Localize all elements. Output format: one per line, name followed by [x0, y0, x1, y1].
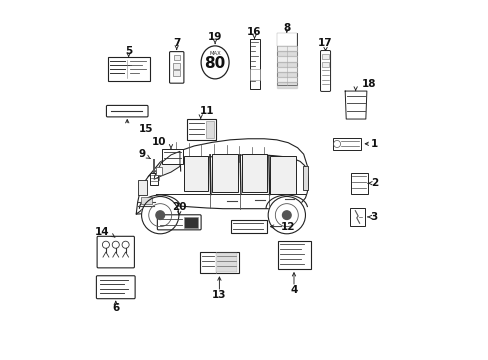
- FancyBboxPatch shape: [149, 173, 158, 185]
- Polygon shape: [136, 155, 308, 214]
- FancyBboxPatch shape: [211, 154, 238, 192]
- FancyBboxPatch shape: [302, 166, 308, 190]
- FancyBboxPatch shape: [96, 276, 135, 299]
- FancyBboxPatch shape: [249, 69, 259, 80]
- Text: 5: 5: [125, 46, 132, 56]
- Text: 9: 9: [139, 149, 145, 159]
- Text: 15: 15: [139, 124, 153, 134]
- FancyBboxPatch shape: [155, 167, 162, 175]
- Text: 11: 11: [199, 106, 214, 116]
- Polygon shape: [277, 82, 296, 87]
- FancyBboxPatch shape: [173, 55, 180, 60]
- FancyBboxPatch shape: [230, 220, 266, 233]
- Polygon shape: [277, 46, 296, 51]
- FancyBboxPatch shape: [322, 54, 328, 59]
- FancyBboxPatch shape: [187, 119, 215, 140]
- Text: 10: 10: [152, 138, 166, 147]
- FancyBboxPatch shape: [184, 217, 198, 228]
- FancyBboxPatch shape: [200, 252, 238, 273]
- Polygon shape: [277, 67, 296, 72]
- Circle shape: [267, 197, 305, 234]
- FancyBboxPatch shape: [169, 51, 183, 83]
- FancyBboxPatch shape: [322, 62, 328, 67]
- Text: 13: 13: [212, 291, 226, 301]
- FancyBboxPatch shape: [173, 70, 180, 76]
- FancyBboxPatch shape: [157, 215, 201, 230]
- Text: 17: 17: [318, 38, 332, 48]
- FancyBboxPatch shape: [320, 50, 330, 91]
- Text: 7: 7: [173, 38, 180, 48]
- Polygon shape: [277, 77, 296, 82]
- Text: 4: 4: [290, 285, 297, 296]
- Polygon shape: [277, 57, 296, 62]
- FancyBboxPatch shape: [249, 39, 260, 89]
- Polygon shape: [345, 91, 366, 119]
- FancyBboxPatch shape: [137, 180, 146, 195]
- Text: 1: 1: [370, 139, 377, 149]
- Text: 20: 20: [172, 202, 186, 212]
- Polygon shape: [277, 51, 296, 57]
- Text: 80: 80: [204, 56, 225, 71]
- FancyBboxPatch shape: [278, 241, 310, 269]
- FancyBboxPatch shape: [107, 57, 149, 81]
- Text: 14: 14: [94, 227, 109, 237]
- Text: 19: 19: [207, 32, 222, 42]
- Text: 16: 16: [247, 27, 261, 37]
- FancyBboxPatch shape: [106, 105, 148, 117]
- FancyBboxPatch shape: [216, 253, 237, 271]
- Circle shape: [156, 211, 164, 220]
- FancyBboxPatch shape: [141, 197, 152, 204]
- Polygon shape: [277, 72, 296, 77]
- FancyBboxPatch shape: [205, 121, 214, 138]
- FancyBboxPatch shape: [173, 63, 180, 68]
- Text: 8: 8: [283, 23, 290, 33]
- FancyBboxPatch shape: [333, 138, 361, 150]
- FancyBboxPatch shape: [162, 149, 183, 164]
- Circle shape: [282, 211, 290, 220]
- FancyBboxPatch shape: [349, 208, 364, 226]
- Text: 12: 12: [281, 222, 295, 231]
- FancyBboxPatch shape: [97, 236, 134, 268]
- Text: 18: 18: [361, 79, 376, 89]
- FancyBboxPatch shape: [277, 33, 296, 46]
- FancyBboxPatch shape: [183, 156, 207, 191]
- Circle shape: [142, 197, 179, 234]
- Text: 2: 2: [370, 178, 377, 188]
- Text: MAX: MAX: [209, 51, 221, 56]
- Text: 6: 6: [112, 303, 119, 314]
- Polygon shape: [154, 151, 180, 179]
- FancyBboxPatch shape: [350, 173, 367, 194]
- Polygon shape: [277, 62, 296, 67]
- FancyBboxPatch shape: [270, 156, 296, 194]
- FancyBboxPatch shape: [277, 33, 296, 85]
- Ellipse shape: [201, 46, 228, 79]
- FancyBboxPatch shape: [241, 154, 266, 192]
- Text: 3: 3: [370, 212, 377, 222]
